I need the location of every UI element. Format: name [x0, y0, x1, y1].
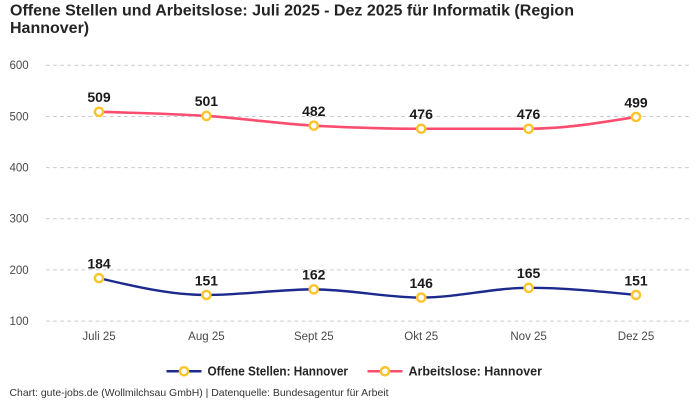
svg-text:Chart: gute-jobs.de (Wollmilch: Chart: gute-jobs.de (Wollmilchsau GmbH) …	[10, 387, 389, 399]
svg-text:482: 482	[302, 103, 326, 119]
svg-text:Arbeitslose: Hannover: Arbeitslose: Hannover	[409, 365, 543, 379]
svg-text:Okt 25: Okt 25	[404, 331, 438, 343]
svg-text:162: 162	[302, 267, 326, 283]
svg-text:476: 476	[410, 106, 434, 122]
svg-text:Aug 25: Aug 25	[188, 331, 224, 343]
svg-text:499: 499	[624, 94, 648, 110]
svg-text:200: 200	[10, 265, 29, 277]
svg-text:100: 100	[10, 316, 29, 328]
svg-text:151: 151	[195, 272, 219, 288]
svg-text:165: 165	[517, 265, 541, 281]
svg-text:509: 509	[87, 89, 111, 105]
svg-text:184: 184	[87, 255, 111, 271]
svg-text:Dez 25: Dez 25	[618, 331, 654, 343]
svg-text:Offene Stellen und Arbeitslose: Offene Stellen und Arbeitslose: Juli 202…	[10, 3, 574, 20]
svg-text:146: 146	[410, 275, 434, 291]
svg-text:Sept 25: Sept 25	[294, 331, 334, 343]
svg-text:Hannover): Hannover)	[10, 20, 89, 37]
svg-text:500: 500	[10, 111, 29, 123]
svg-text:476: 476	[517, 106, 541, 122]
svg-text:501: 501	[195, 93, 219, 109]
svg-text:400: 400	[10, 163, 29, 175]
svg-text:151: 151	[624, 272, 648, 288]
svg-text:Offene Stellen: Hannover: Offene Stellen: Hannover	[208, 365, 349, 379]
svg-text:Juli 25: Juli 25	[82, 331, 115, 343]
svg-text:600: 600	[10, 60, 29, 72]
svg-text:Nov 25: Nov 25	[510, 331, 546, 343]
svg-text:300: 300	[10, 214, 29, 226]
